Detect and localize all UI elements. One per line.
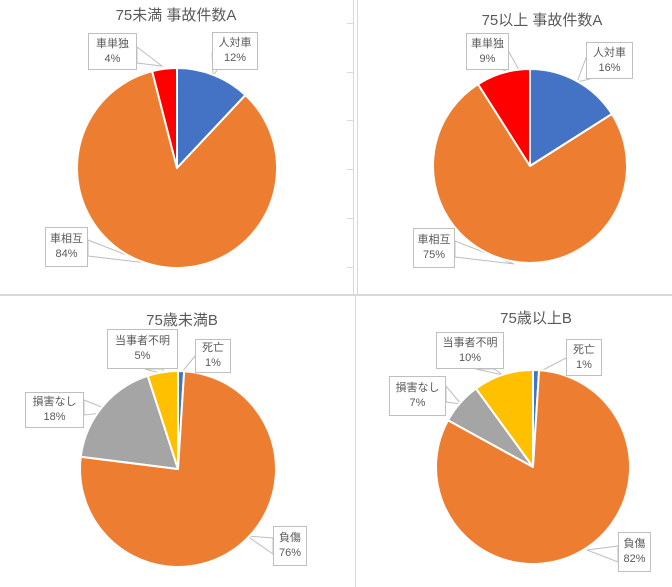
label-leader-line [475, 368, 504, 376]
slice-percent: 18% [43, 411, 66, 423]
callout-party-unknown: 当事者不明 10% [436, 332, 504, 369]
callout-injury: 負傷 76% [273, 526, 307, 566]
pie-slice-0-2 [151, 67, 178, 169]
label-leader-line [586, 545, 619, 563]
slice-percent: 10% [458, 351, 482, 364]
slice-label: 負傷 [623, 538, 646, 550]
label-leader-line [245, 535, 274, 555]
chart-over75-outcome: 75歳以上B 当事者不明 10% 死亡 1% 損害なし 7% 負傷 82% [336, 294, 672, 587]
slice-label: 人対車 [593, 46, 626, 59]
callout-fatal: 死亡 1% [566, 339, 602, 376]
callout-no-damage: 損害なし 18% [25, 392, 84, 428]
divider-vertical-top-left-border [353, 0, 354, 295]
slice-percent: 75% [422, 249, 446, 261]
pie-slice-2-2 [79, 374, 179, 470]
pie-slice-0-0 [176, 67, 247, 169]
slice-label: 車相互 [417, 234, 451, 246]
callout-vehicle-vs-vehicle: 車相互 84% [45, 227, 88, 267]
pie-slice-3-3 [474, 369, 534, 468]
slice-label: 損害なし [32, 396, 77, 408]
gridline-stub [347, 218, 353, 219]
slice-label: 負傷 [279, 532, 301, 544]
chart-under75-accident-count: 75未満 事故件数A 車単独 4% 人対車 12% 車相互 84% [0, 0, 336, 294]
pie-chart-over75-outcome [435, 357, 631, 565]
chart-title: 75歳以上B [500, 310, 572, 327]
gridline-stub [347, 267, 353, 268]
pie-slice-2-3 [146, 370, 179, 470]
callout-party-unknown: 当事者不明 5% [107, 329, 178, 369]
slice-label: 損害なし [395, 382, 440, 394]
slice-label: 車単独 [471, 37, 504, 50]
callout-no-damage: 損害なし 7% [389, 376, 446, 416]
pie-chart-under75-outcome [79, 354, 277, 568]
pie-chart-under75-accident-count [75, 45, 278, 269]
pie-slice-0-1 [75, 70, 278, 269]
gridline-stub [347, 120, 353, 121]
slice-label: 人対車 [218, 37, 252, 49]
slice-percent: 1% [205, 357, 221, 369]
callout-person-vs-vehicle: 人対車 12% [212, 32, 258, 70]
slice-label: 車単独 [96, 37, 129, 50]
label-leader-line [445, 384, 463, 405]
callout-vehicle-vs-vehicle: 車相互 75% [413, 228, 455, 268]
pie-slice-1-0 [529, 68, 613, 167]
chart-title: 75未満 事故件数A [115, 7, 237, 24]
slice-label: 当事者不明 [115, 335, 170, 347]
gridline-stub [347, 72, 353, 73]
chart-title: 75歳未満B [146, 312, 218, 329]
gridline-stub [347, 169, 353, 170]
chart-over75-accident-count: 75以上 事故件数A 車単独 9% 人対車 16% 車相互 75% [336, 0, 672, 294]
gridline-stub [347, 23, 353, 24]
slice-label: 当事者不明 [442, 336, 498, 349]
pie-slice-1-1 [432, 83, 628, 264]
slice-percent: 82% [623, 553, 646, 565]
chart-under75-outcome: 75歳未満B 当事者不明 5% 死亡 1% 損害なし 18% 負傷 76% [0, 294, 336, 587]
slice-percent: 16% [598, 61, 621, 74]
slice-percent: 12% [223, 52, 247, 64]
pie-slice-1-2 [477, 68, 531, 167]
slice-label: 死亡 [573, 343, 595, 356]
chart-title: 75以上 事故件数A [481, 12, 603, 29]
slice-label: 死亡 [202, 342, 224, 354]
callout-single-vehicle: 車単独 4% [88, 33, 137, 70]
callout-single-vehicle: 車単独 9% [466, 33, 509, 70]
divider-horizontal [0, 294, 672, 296]
slice-percent: 5% [134, 350, 151, 362]
slice-percent: 9% [479, 52, 496, 65]
divider-vertical-top-right-border [357, 0, 358, 295]
slice-percent: 76% [278, 547, 302, 559]
callout-injury: 負傷 82% [618, 532, 651, 572]
label-leader-line [136, 45, 164, 67]
callout-fatal: 死亡 1% [195, 339, 231, 373]
callout-person-vs-vehicle: 人対車 16% [586, 42, 633, 79]
slice-label: 車相互 [50, 233, 83, 245]
slice-percent: 84% [55, 248, 78, 260]
slice-percent: 4% [104, 52, 121, 65]
divider-vertical-bottom [355, 295, 356, 587]
slice-percent: 7% [409, 397, 426, 409]
slice-percent: 1% [576, 358, 592, 371]
